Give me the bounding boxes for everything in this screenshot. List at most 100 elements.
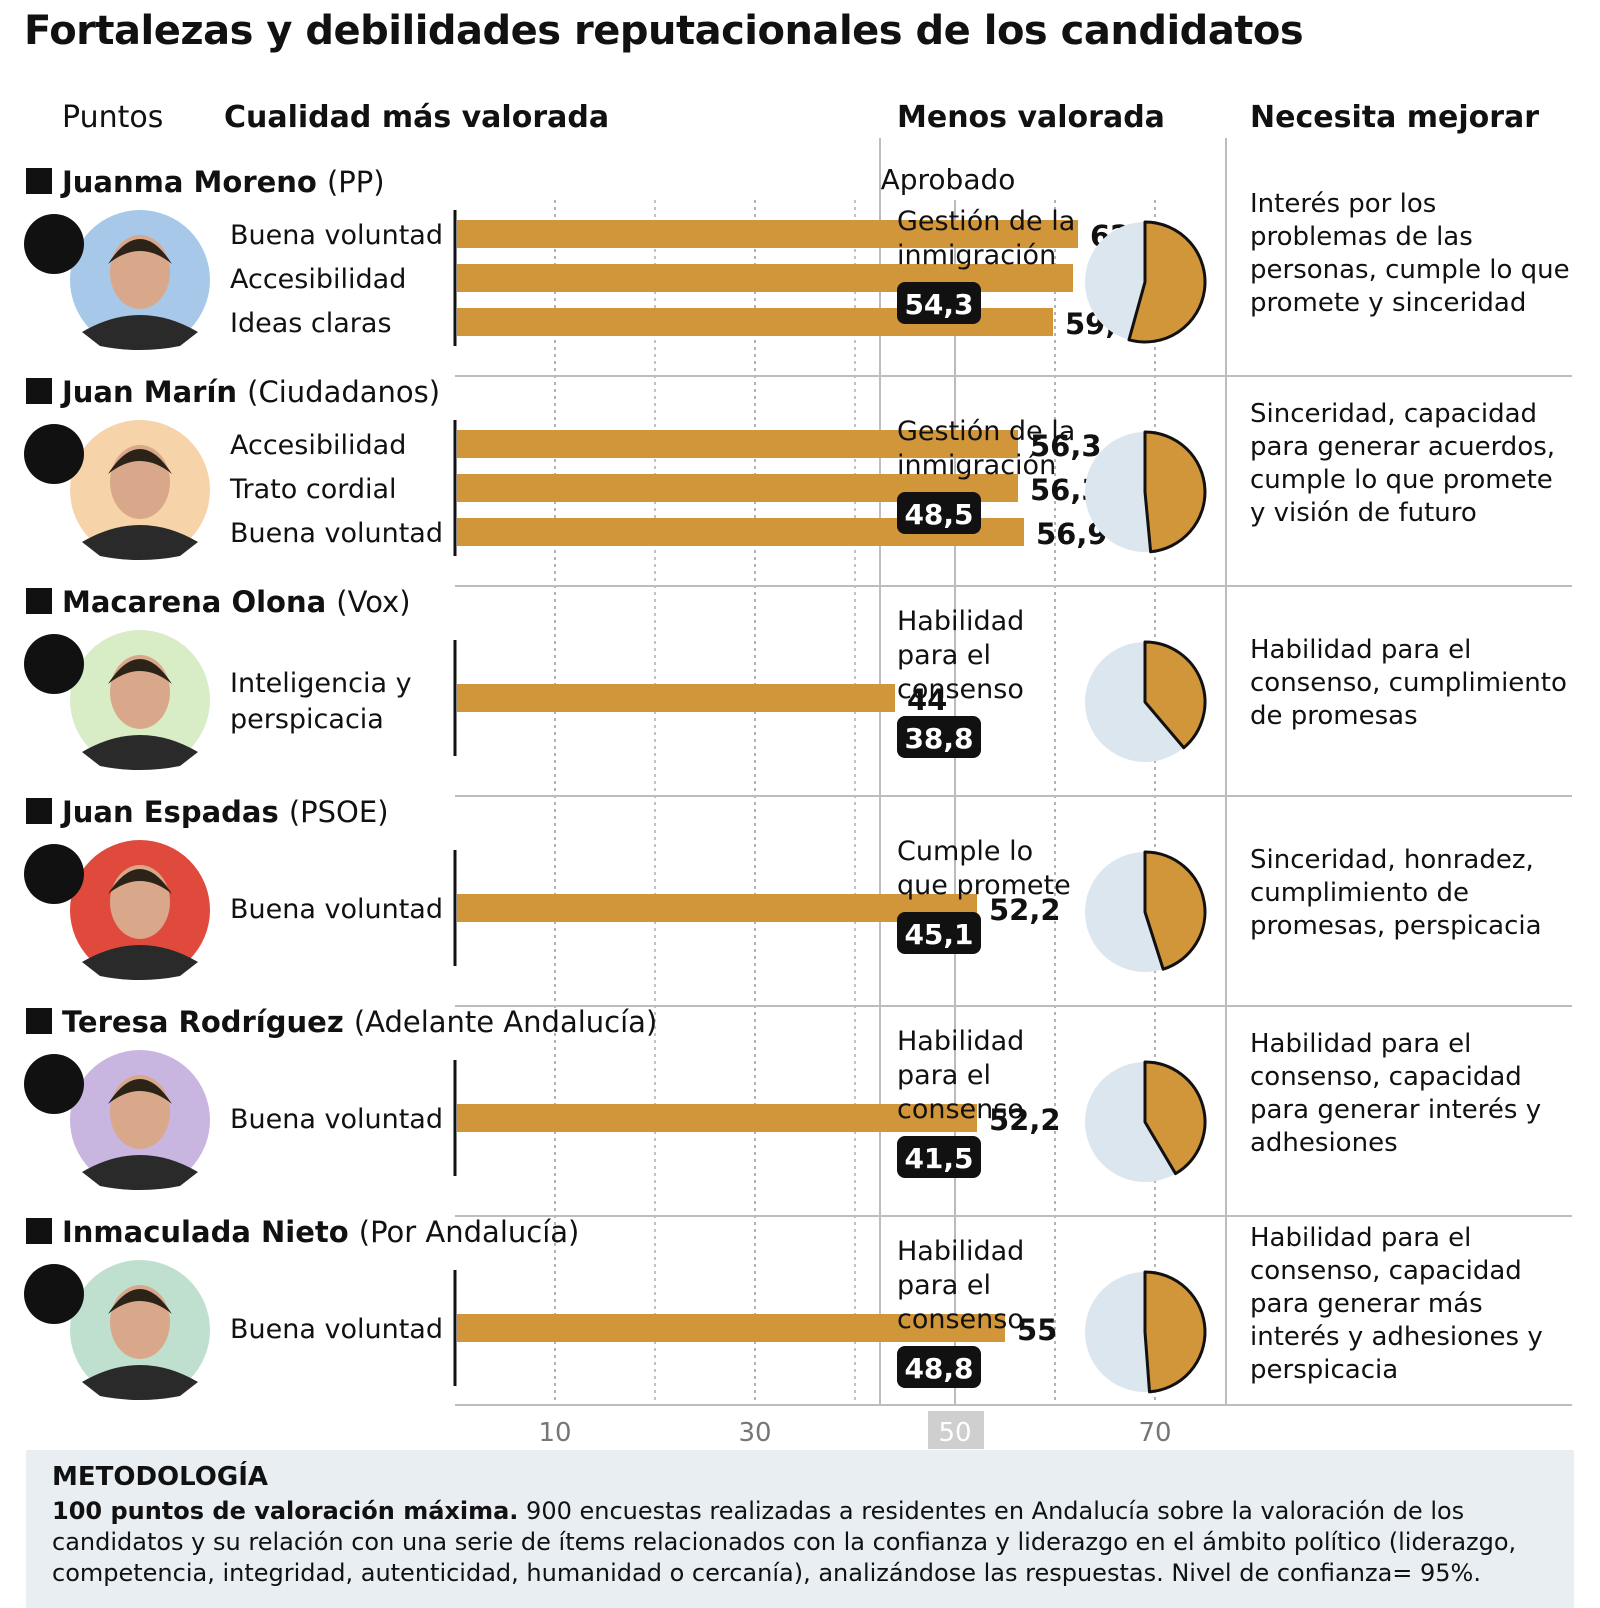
strength-bar	[457, 894, 977, 922]
methodology-text: 100 puntos de valoración máxima. 900 enc…	[52, 1496, 1548, 1589]
x-tick-label: 50	[938, 1418, 971, 1448]
improve-text: Habilidad para el	[1250, 1029, 1471, 1059]
improve-text: cumple lo que promete	[1250, 465, 1553, 495]
weakest-badge	[897, 716, 981, 758]
strength-label: Accesibilidad	[230, 264, 406, 295]
weakest-label: para el	[897, 640, 991, 671]
improve-text: adhesiones	[1250, 1128, 1398, 1158]
weakest-label: que promete	[897, 870, 1071, 901]
weakest-value: 48,8	[904, 1352, 973, 1385]
weakest-badge	[897, 1346, 981, 1388]
weakest-label: Cumple lo	[897, 836, 1033, 867]
candidate-photo-shoulders	[82, 315, 198, 350]
candidate-party-text: (Por Andalucía)	[359, 1215, 580, 1249]
strength-bar	[457, 1104, 977, 1132]
improve-text: interés y adhesiones y	[1250, 1322, 1543, 1352]
candidate-name: Macarena Olona (Vox)	[62, 585, 411, 619]
weakest-label: Gestión de la	[897, 206, 1075, 237]
improve-text: promete y sinceridad	[1250, 288, 1526, 318]
weakest-label: para el	[897, 1060, 991, 1091]
improve-text: Sinceridad, capacidad	[1250, 399, 1537, 429]
pie-slice	[1143, 640, 1207, 750]
improve-text: y visión de futuro	[1250, 498, 1477, 528]
pie-slice	[1143, 430, 1207, 554]
weakest-label: consenso	[897, 1304, 1024, 1335]
candidate-name-text: Inmaculada Nieto	[62, 1215, 359, 1249]
cs-logo-icon	[24, 424, 84, 484]
strength-label: Accesibilidad	[230, 430, 406, 461]
candidate-name: Teresa Rodríguez (Adelante Andalucía)	[62, 1005, 657, 1039]
adelante-logo-icon	[24, 1054, 84, 1114]
weakest-label: inmigración	[897, 450, 1056, 481]
weakest-value: 41,5	[904, 1142, 973, 1175]
candidate-square-marker	[26, 1218, 52, 1244]
strength-label: perspicacia	[230, 704, 384, 735]
candidate-photo-shoulders	[82, 945, 198, 980]
improve-text: cumplimiento de	[1250, 878, 1469, 908]
candidate-square-marker	[26, 798, 52, 824]
candidate-photo-shoulders	[82, 1155, 198, 1190]
weakest-label: Habilidad	[897, 1026, 1024, 1057]
improve-text: consenso, capacidad	[1250, 1062, 1522, 1092]
candidate-square-marker	[26, 378, 52, 404]
strength-value: 56,3	[1030, 429, 1102, 463]
weakest-badge	[897, 1136, 981, 1178]
strength-value: 52,2	[989, 893, 1061, 927]
weakest-badge	[897, 912, 981, 954]
strength-value: 52,2	[989, 1103, 1061, 1137]
chart-canvas: Aprobado 10 30 50 70 Juanma Moreno (PP) Buena …	[24, 138, 1572, 1449]
improve-text: para generar más	[1250, 1289, 1483, 1319]
strength-bar	[457, 220, 1078, 248]
improve-text: Sinceridad, honradez,	[1250, 845, 1534, 875]
improve-text: perspicacia	[1250, 1355, 1398, 1385]
weakest-value: 45,1	[904, 918, 973, 951]
pie-slice	[1143, 1270, 1207, 1394]
weakest-label: consenso	[897, 674, 1024, 705]
candidate-name-text: Teresa Rodríguez	[62, 1005, 354, 1039]
candidate-party-text: (Ciudadanos)	[247, 375, 440, 409]
candidate-square-marker	[26, 1008, 52, 1034]
weakest-label: inmigración	[897, 240, 1056, 271]
candidate-photo-shoulders	[82, 525, 198, 560]
weakest-value: 38,8	[904, 722, 973, 755]
weakest-label: Habilidad	[897, 1236, 1024, 1267]
weakest-badge	[897, 282, 981, 324]
weakest-label: consenso	[897, 1094, 1024, 1125]
candidate-name: Juan Marín (Ciudadanos)	[60, 375, 440, 409]
weakest-badge	[897, 492, 981, 534]
candidate-photo-hair	[108, 1289, 172, 1314]
candidate-photo-hair	[108, 1079, 172, 1104]
strength-label: Inteligencia y	[230, 668, 412, 699]
improve-text: Habilidad para el	[1250, 635, 1471, 665]
pie-slice	[1143, 1060, 1207, 1176]
x-tick-label: 30	[738, 1418, 771, 1448]
candidate-name: Juanma Moreno (PP)	[60, 165, 385, 199]
candidate-party-text: (Adelante Andalucía)	[354, 1005, 657, 1039]
candidate-name-text: Macarena Olona	[62, 585, 336, 619]
candidate-photo-hair	[108, 239, 172, 264]
pie-slice	[1143, 850, 1207, 971]
candidate-photo-hair	[108, 449, 172, 474]
strength-label: Buena voluntad	[230, 220, 443, 251]
candidate-party-text: (PSOE)	[289, 795, 389, 829]
candidate-photo-shoulders	[82, 735, 198, 770]
strength-bar	[457, 1314, 1005, 1342]
strength-bar	[457, 430, 1018, 458]
methodology-box: METODOLOGÍA 100 puntos de valoración máx…	[26, 1450, 1574, 1608]
header-necesita: Necesita mejorar	[1250, 100, 1540, 135]
psoe-logo-icon	[24, 844, 84, 904]
candidate-name-text: Juan Espadas	[60, 795, 289, 829]
candidate-square-marker	[26, 168, 52, 194]
weakest-value: 48,5	[904, 498, 973, 531]
strength-value: 44	[907, 683, 947, 717]
candidate-name: Inmaculada Nieto (Por Andalucía)	[62, 1215, 579, 1249]
strength-label: Buena voluntad	[230, 1314, 443, 1345]
candidate-name-text: Juan Marín	[60, 375, 247, 409]
aprobado-label: Aprobado	[881, 163, 1016, 196]
candidate-name: Juan Espadas (PSOE)	[60, 795, 389, 829]
header-puntos: Puntos	[62, 100, 164, 135]
pie-slice	[1127, 220, 1207, 344]
strength-bar	[457, 684, 895, 712]
candidate-name-text: Juanma Moreno	[60, 165, 327, 199]
weakest-label: para el	[897, 1270, 991, 1301]
